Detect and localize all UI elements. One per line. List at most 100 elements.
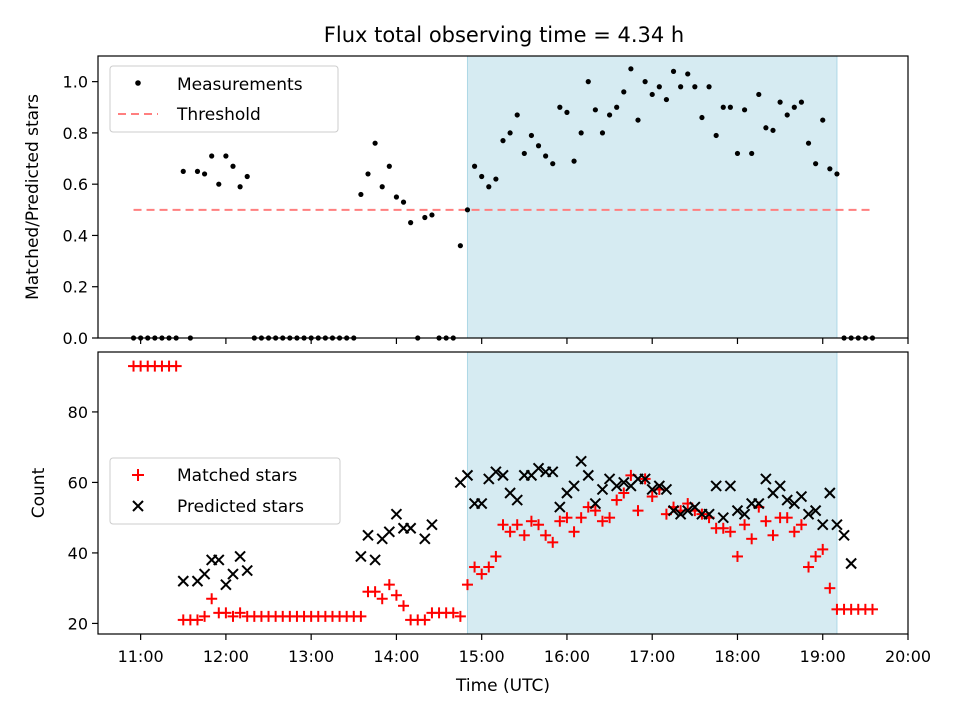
matched-point <box>554 515 566 527</box>
predicted-point <box>618 476 630 489</box>
measurement-point <box>656 84 662 90</box>
matched-point <box>461 579 473 591</box>
predicted-point <box>774 480 786 492</box>
predicted-point <box>760 473 772 485</box>
measurement-point <box>621 89 627 95</box>
measurement-point <box>585 79 591 85</box>
bottom-predicted-points <box>177 455 857 591</box>
measurement-point <box>543 153 549 159</box>
measurement-point <box>386 163 392 169</box>
legend-predicted-marker <box>132 500 144 512</box>
matched-point <box>611 494 623 506</box>
predicted-point <box>390 508 403 520</box>
matched-point <box>227 610 239 622</box>
x-tick-label: 13:00 <box>288 647 334 666</box>
predicted-point <box>838 529 850 542</box>
bottom-x-ticks: 11:00 12:00 13:00 14:00 15:00 16:00 17:00 18:00… <box>118 634 931 666</box>
predicted-point <box>639 473 651 485</box>
measurement-point <box>365 171 371 177</box>
predicted-point <box>646 483 658 496</box>
measurement-point <box>493 176 499 182</box>
matched-point <box>632 505 644 517</box>
top-panel: 0.0 0.2 0.4 0.6 0.8 1.0 Matched/Predicted sta… <box>23 55 909 348</box>
predicted-point <box>802 508 815 520</box>
y-tick-label: 0.4 <box>63 226 88 245</box>
matched-point <box>469 561 481 573</box>
predicted-point <box>461 469 474 482</box>
measurement-point <box>237 184 243 190</box>
predicted-point <box>213 554 225 566</box>
predicted-point <box>532 462 545 475</box>
y-tick-label: 0.6 <box>63 175 88 194</box>
predicted-point <box>475 497 488 510</box>
y-tick-label: 40 <box>68 544 88 563</box>
matched-point <box>568 526 580 538</box>
highlight-span-rect <box>466 55 838 339</box>
measurement-point <box>209 153 215 159</box>
predicted-point <box>667 504 680 517</box>
measurement-point <box>670 68 677 74</box>
predicted-point <box>660 483 673 496</box>
matched-point <box>596 515 608 527</box>
legend-matched-marker <box>132 469 144 481</box>
bottom-legend: Matched stars Predicted stars <box>109 457 341 525</box>
measurement-point <box>528 132 535 139</box>
matched-point <box>398 600 410 612</box>
predicted-point <box>824 487 836 499</box>
measurement-point <box>727 104 733 110</box>
measurement-point <box>692 84 698 90</box>
measurement-point <box>471 163 478 169</box>
measurement-point <box>578 130 584 136</box>
measurement-point <box>599 130 606 136</box>
matched-point <box>525 515 537 527</box>
measurement-point <box>550 161 556 167</box>
predicted-point <box>845 557 857 570</box>
measurement-point <box>663 96 670 103</box>
predicted-point <box>554 501 566 513</box>
measurement-point <box>749 150 755 157</box>
matched-point <box>170 360 182 372</box>
matched-point <box>724 526 736 538</box>
predicted-point <box>710 480 722 492</box>
matched-point <box>767 529 779 541</box>
measurement-point <box>514 112 520 118</box>
matched-point <box>497 519 509 531</box>
matched-point <box>760 515 772 527</box>
measurement-point <box>649 91 655 98</box>
predicted-point <box>653 480 666 492</box>
predicted-point <box>241 564 253 577</box>
measurement-point <box>379 184 385 190</box>
matched-point <box>575 512 587 524</box>
measurement-point <box>507 130 513 136</box>
measurement-point <box>393 194 400 200</box>
top-y-ticks: 0.0 0.2 0.4 0.6 0.8 1.0 <box>63 73 98 348</box>
legend-threshold-label: Threshold <box>176 105 261 125</box>
measurement-point <box>372 140 378 146</box>
top-y-axis-label: Matched/Predicted stars <box>23 94 43 300</box>
measurement-point <box>791 104 797 110</box>
matched-point <box>490 550 502 562</box>
measurement-point <box>834 171 840 177</box>
x-tick-label: 18:00 <box>714 647 760 666</box>
matched-point <box>191 614 203 626</box>
matched-point <box>419 614 431 626</box>
matched-point <box>824 582 836 594</box>
matched-point <box>376 593 388 605</box>
measurement-point <box>628 66 634 72</box>
matched-point <box>234 607 246 619</box>
matched-point <box>739 519 751 531</box>
measurement-point <box>201 171 208 177</box>
measurement-point <box>756 91 762 98</box>
matched-point <box>447 607 459 619</box>
matched-point <box>788 526 800 538</box>
predicted-point <box>717 511 729 524</box>
predicted-point <box>831 519 843 531</box>
predicted-point <box>610 480 623 492</box>
matched-point <box>511 519 523 531</box>
predicted-point <box>589 497 602 510</box>
predicted-point <box>511 494 523 506</box>
matched-point <box>646 491 658 503</box>
predicted-point <box>703 508 715 520</box>
figure-title: Flux total observing time = 4.34 h <box>324 23 684 47</box>
